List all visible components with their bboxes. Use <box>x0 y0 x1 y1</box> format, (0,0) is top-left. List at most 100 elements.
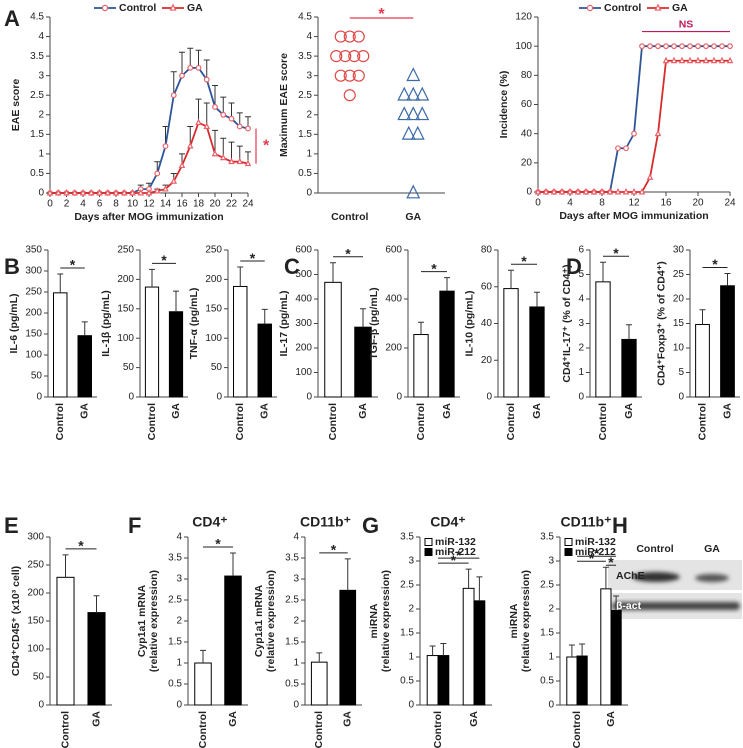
bar <box>224 575 242 706</box>
x-tick-label: GA <box>531 403 543 419</box>
y-tick-label: 1 <box>293 658 299 669</box>
marker <box>606 187 614 195</box>
y-tick-label: 200 <box>385 343 402 354</box>
error-bar <box>195 49 202 68</box>
x-tick-label: Control <box>146 403 158 440</box>
y-tick-label: 3.5 <box>30 51 44 62</box>
x-tick-label: GA <box>405 211 421 223</box>
y-axis-label: CD4⁺IL-17⁺ (% of CD4⁺) <box>561 264 573 382</box>
y-axis-label: miRNA <box>368 603 380 638</box>
error-bar <box>62 554 69 578</box>
western-blot: H Control GA AChE β-act <box>608 513 742 619</box>
legend-label: GA <box>672 2 688 14</box>
marker <box>415 86 430 101</box>
y-tick-label: 3 <box>306 70 312 81</box>
marker <box>646 173 654 180</box>
marker <box>54 188 62 196</box>
error-bar <box>699 309 706 325</box>
marker <box>220 111 227 118</box>
y-tick-label: 50 <box>211 362 223 373</box>
marker <box>671 43 677 50</box>
y-tick-label: 60 <box>481 281 493 292</box>
legend-swatch <box>564 548 573 556</box>
error-bar <box>237 266 244 287</box>
x-tick-label: GA <box>468 711 480 727</box>
chart: D 0 1 2 3 4 5 6 CD4⁺IL-17⁺ (% of CD4⁺) Control GA * <box>561 245 642 440</box>
marker <box>397 86 412 101</box>
error-bar <box>170 71 177 96</box>
marker <box>574 187 582 195</box>
marker <box>662 56 670 64</box>
y-tick-label: 2 <box>176 616 182 627</box>
legend-label: miR-212 <box>435 546 476 558</box>
y-tick-label: 0 <box>216 392 222 403</box>
y-axis-label: (relative expression) <box>520 570 532 672</box>
annotation: * <box>263 137 270 154</box>
y-tick-label: 0 <box>678 392 684 403</box>
x-tick-label: Control <box>597 403 609 440</box>
y-tick-label: 4 <box>293 532 299 543</box>
series-line <box>538 45 730 193</box>
panel-label: D <box>566 254 582 279</box>
y-tick-label: 1 <box>176 658 182 669</box>
marker <box>679 43 685 50</box>
marker <box>170 177 178 184</box>
y-tick-label: 400 <box>295 294 312 305</box>
marker <box>654 129 662 137</box>
x-tick-label: 16 <box>660 198 672 209</box>
x-tick-label: Control <box>59 711 71 748</box>
error-bar <box>613 595 620 611</box>
chart: C 0 100 200 300 400 500 600 IL-17 (pg/mL) Control… <box>278 245 378 440</box>
marker <box>129 188 136 196</box>
y-tick-label: 300 <box>295 318 312 329</box>
y-tick-label: 5 <box>578 269 584 280</box>
error-bar <box>57 273 64 293</box>
x-tick-label: Control <box>313 711 325 748</box>
y-tick-label: 80 <box>481 245 493 256</box>
y-tick-label: 3.5 <box>540 532 554 543</box>
y-tick-label: 150 <box>25 329 42 340</box>
marker <box>101 4 109 12</box>
blot-band <box>632 572 680 582</box>
marker <box>542 187 550 195</box>
band-label: AChE <box>616 570 645 582</box>
y-axis-label: IL-10 (pg/mL) <box>464 291 476 357</box>
legend-label: miR-212 <box>575 546 616 558</box>
annotation: * <box>331 542 337 558</box>
marker <box>647 43 653 50</box>
y-axis-label: (relative expression) <box>148 570 160 672</box>
y-tick-label: 4 <box>578 294 584 305</box>
y-tick-label: 2.5 <box>298 90 312 101</box>
y-tick-label: 80 <box>521 70 533 81</box>
y-axis-label: miRNA <box>508 603 520 638</box>
y-tick-label: 3.5 <box>400 532 414 543</box>
marker <box>186 141 194 149</box>
y-tick-label: 60 <box>521 99 533 110</box>
bar <box>600 588 612 706</box>
y-tick-label: 2.5 <box>540 580 554 591</box>
x-tick-label: GA <box>342 711 354 727</box>
y-tick-label: 2.5 <box>400 580 414 591</box>
error-bar <box>579 643 586 657</box>
x-tick-label: 4 <box>80 199 86 210</box>
y-axis-label: CD4⁺CD45⁺ (x10³ cell) <box>10 566 22 676</box>
y-tick-label: 0 <box>526 187 532 198</box>
bar <box>56 576 75 706</box>
marker <box>352 30 365 43</box>
x-tick-label: GA <box>227 711 239 727</box>
y-tick-label: 250 <box>205 245 222 256</box>
y-tick-label: 3.5 <box>298 51 312 62</box>
x-tick-label: Control <box>571 711 583 748</box>
y-axis-label: CD4⁺Foxp3⁺ (% of CD4⁺) <box>656 261 668 386</box>
x-tick-label: GA <box>357 403 369 419</box>
y-tick-label: 0.5 <box>298 168 312 179</box>
y-axis-label: Maximum EAE score <box>278 53 290 157</box>
marker <box>586 4 594 12</box>
y-tick-label: 20 <box>481 355 493 366</box>
x-tick-label: 22 <box>226 199 238 210</box>
marker <box>236 123 243 130</box>
bar <box>233 285 248 398</box>
y-tick-label: 2.5 <box>30 90 44 101</box>
x-axis-label: Days after MOG immunization <box>559 210 708 222</box>
y-tick-label: 1 <box>306 149 312 160</box>
